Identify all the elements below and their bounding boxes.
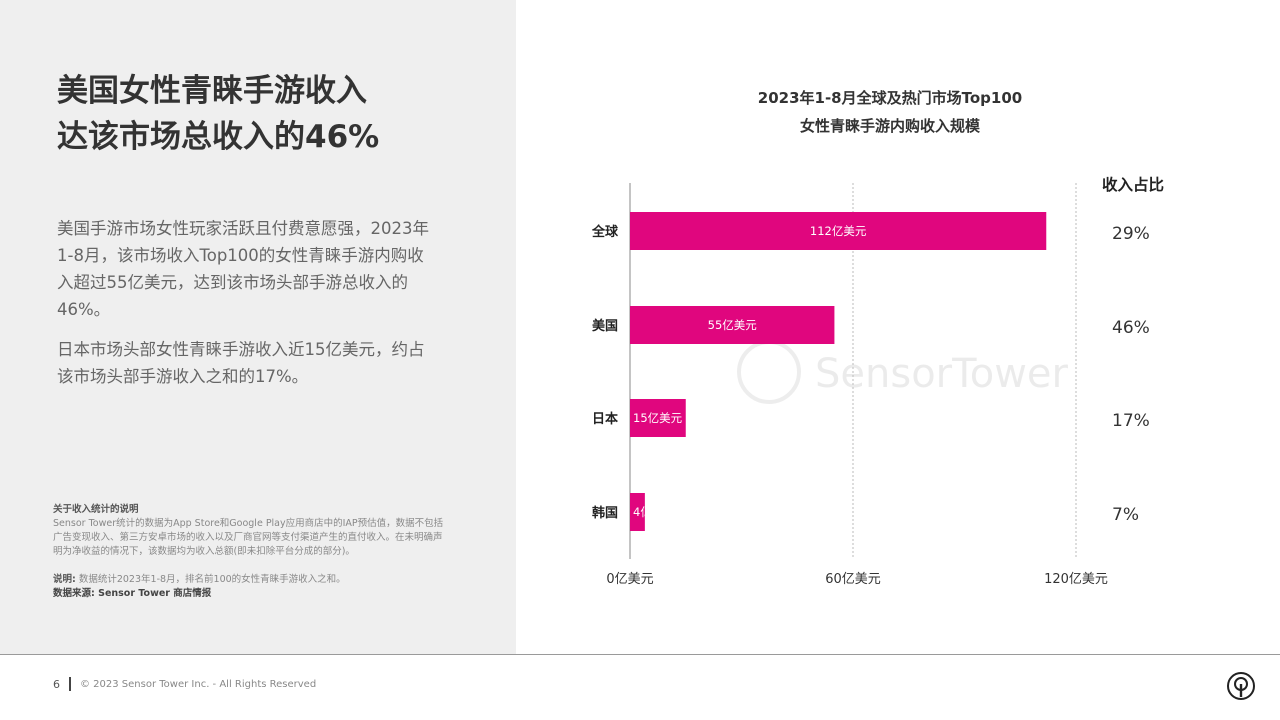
chart-title-line-2: 女性青睐手游内购收入规模 xyxy=(799,117,980,135)
revenue-notes: 关于收入统计的说明 Sensor Tower统计的数据为App Store和Go… xyxy=(53,503,448,601)
category-label-3: 韩国 xyxy=(592,505,618,521)
chart-title: 2023年1-8月全球及热门市场Top100 女性青睐手游内购收入规模 xyxy=(700,84,1080,140)
bar-value-label-3: 4亿 xyxy=(633,505,652,519)
revenue-bar-chart: SensorTower 0亿美元 60亿美元 120亿美元 全球 112亿美元 29% 美国 5… xyxy=(591,175,1164,587)
bar-0 xyxy=(630,212,1047,250)
left-panel xyxy=(0,0,516,654)
headline-line-2: 达该市场总收入的46% xyxy=(57,119,380,155)
share-value-1: 46% xyxy=(1112,318,1150,338)
category-label-0: 全球 xyxy=(591,224,619,240)
headline: 美国女性青睐手游收入 达该市场总收入的46% xyxy=(57,68,497,160)
copyright: © 2023 Sensor Tower Inc. - All Rights Re… xyxy=(80,679,317,690)
chart-title-line-1: 2023年1-8月全球及热门市场Top100 xyxy=(757,89,1023,107)
page-separator xyxy=(69,677,71,691)
bar-3 xyxy=(630,493,645,531)
body-paragraph-2: 日本市场头部女性青睐手游收入近15亿美元，约占该市场头部手游收入之和的17%。 xyxy=(57,340,425,386)
x-tick-label-0: 0亿美元 xyxy=(606,572,653,587)
notes-heading: 关于收入统计的说明 xyxy=(53,504,139,515)
notes-text: Sensor Tower统计的数据为App Store和Google Play应… xyxy=(53,518,444,557)
bar-value-label-0: 112亿美元 xyxy=(810,224,867,238)
x-tick-label-2: 120亿美元 xyxy=(1044,572,1108,587)
share-value-0: 29% xyxy=(1112,224,1150,244)
notes-explain-label: 说明: xyxy=(53,574,76,585)
share-value-3: 7% xyxy=(1112,505,1139,525)
bar-value-label-1: 55亿美元 xyxy=(708,318,758,332)
body-paragraph-1: 美国手游市场女性玩家活跃且付费意愿强，2023年1-8月，该市场收入Top100… xyxy=(57,219,429,319)
notes-explain-text: 数据统计2023年1-8月，排名前100的女性青睐手游收入之和。 xyxy=(78,574,346,585)
headline-line-1: 美国女性青睐手游收入 xyxy=(57,73,367,109)
notes-explain: 说明: 数据统计2023年1-8月，排名前100的女性青睐手游收入之和。 xyxy=(53,573,448,587)
category-label-1: 美国 xyxy=(592,318,618,334)
share-header: 收入占比 xyxy=(1102,175,1164,194)
bar-1 xyxy=(630,306,835,344)
bar-value-label-2: 15亿美元 xyxy=(633,411,683,425)
share-value-2: 17% xyxy=(1112,411,1150,431)
body-text: 美国手游市场女性玩家活跃且付费意愿强，2023年1-8月，该市场收入Top100… xyxy=(57,215,437,403)
footer-divider xyxy=(0,654,1280,655)
x-tick-label-1: 60亿美元 xyxy=(825,572,881,587)
watermark-text: SensorTower xyxy=(815,351,1069,397)
watermark-logo xyxy=(737,340,801,404)
category-label-2: 日本 xyxy=(592,411,618,427)
notes-source: 数据来源: Sensor Tower 商店情报 xyxy=(53,588,212,599)
bar-2 xyxy=(630,399,686,437)
page-number: 6 xyxy=(53,678,60,691)
sensor-tower-logo-icon xyxy=(1227,672,1255,700)
